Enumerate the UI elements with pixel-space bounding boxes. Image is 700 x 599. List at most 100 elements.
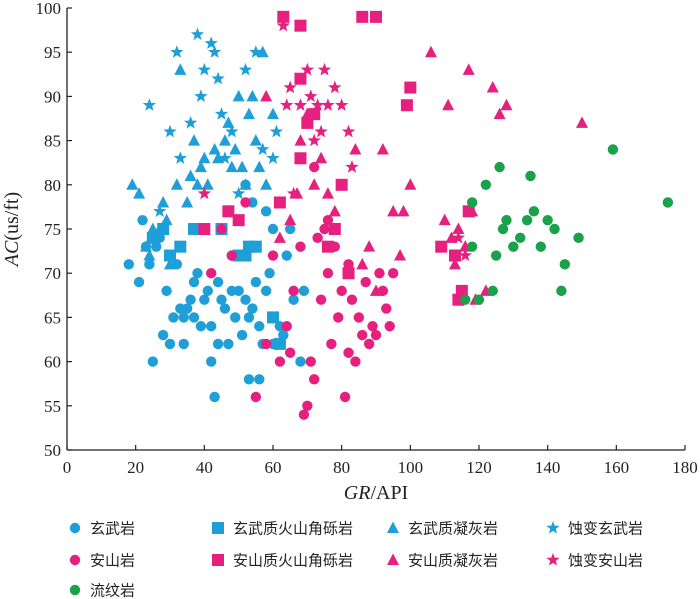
data-point [328, 204, 341, 217]
data-point [240, 197, 251, 208]
series-1 [123, 179, 310, 403]
data-point [238, 62, 253, 76]
data-point [219, 303, 231, 314]
data-point [294, 152, 307, 165]
data-point [384, 321, 395, 332]
data-point [250, 276, 262, 288]
data-point [333, 312, 344, 323]
data-point [192, 268, 203, 279]
data-point [216, 294, 227, 305]
data-point [266, 151, 280, 164]
legend-marker [387, 553, 399, 565]
data-point [304, 89, 318, 103]
data-point [301, 107, 314, 120]
legend-marker [546, 521, 560, 534]
data-point [208, 142, 221, 155]
data-point [222, 205, 235, 218]
axes: 0 20 40 60 80 100 120 140 160 180 50 55 60 65 70 75 80 85… [1, 0, 698, 504]
legend-marker [387, 521, 399, 533]
data-point [335, 178, 348, 191]
data-point [281, 321, 292, 332]
data-point [212, 276, 224, 288]
data-point [273, 196, 286, 209]
data-point [397, 204, 410, 217]
data-point [264, 268, 275, 279]
data-point [174, 63, 187, 75]
legend-item: 玄武质凝灰岩 [387, 520, 498, 538]
data-point [267, 250, 279, 261]
data-point [226, 250, 237, 261]
data-point [493, 107, 506, 120]
data-point [273, 337, 286, 350]
data-point [315, 151, 328, 164]
data-point [194, 89, 208, 103]
data-point [466, 204, 479, 217]
data-point [455, 284, 468, 297]
data-point [314, 124, 328, 138]
data-point [173, 151, 187, 164]
data-point [207, 45, 222, 58]
data-point [249, 134, 262, 146]
data-point [295, 241, 306, 252]
data-point [214, 107, 229, 120]
data-point [284, 347, 296, 358]
legend-label: 安山质火山角砾岩 [233, 552, 353, 570]
data-point [260, 338, 272, 350]
data-point [452, 222, 465, 234]
data-point [370, 284, 382, 296]
data-point [284, 223, 296, 235]
y-tick-label: 85 [44, 132, 61, 151]
data-point [267, 223, 279, 235]
data-point [254, 374, 265, 385]
data-point [448, 257, 461, 270]
data-point [243, 374, 255, 385]
legend-marker [212, 554, 224, 566]
y-tick-label: 100 [36, 0, 62, 18]
data-point [542, 214, 553, 226]
data-point [286, 186, 301, 200]
series-8 [197, 18, 472, 262]
legend-marker [546, 553, 560, 566]
data-point [387, 204, 400, 217]
legend-marker [69, 554, 81, 566]
data-point [341, 124, 356, 138]
data-point [133, 276, 145, 288]
data-point [178, 338, 189, 350]
legend-marker [212, 522, 224, 534]
data-point [123, 259, 134, 270]
data-point [164, 338, 176, 350]
data-point [283, 80, 297, 94]
x-tick-label: 140 [535, 458, 561, 477]
data-point [236, 329, 248, 341]
data-point [305, 356, 316, 367]
data-point [160, 213, 173, 226]
data-point [142, 98, 157, 111]
data-point [260, 89, 273, 102]
y-tick-label: 70 [44, 264, 61, 283]
legend-label: 流纹岩 [90, 582, 135, 599]
data-point [515, 232, 526, 244]
data-point [310, 98, 325, 111]
data-point [139, 240, 152, 252]
data-point [335, 98, 349, 111]
data-point [370, 10, 382, 23]
data-point [168, 312, 179, 323]
data-point [363, 338, 375, 350]
data-point [267, 311, 279, 324]
data-point [249, 240, 262, 253]
data-point [458, 248, 472, 262]
data-point [294, 19, 307, 32]
legend-label: 安山岩 [90, 552, 135, 570]
y-axis-label: AC(us/ft) [1, 192, 23, 268]
legend-label: 玄武质火山角砾岩 [233, 520, 353, 538]
data-point [225, 124, 239, 138]
data-point [233, 285, 244, 297]
data-point [339, 391, 351, 403]
data-point [497, 223, 509, 235]
data-point [188, 276, 200, 288]
x-tick-label: 0 [63, 458, 72, 477]
x-tick-label: 60 [265, 458, 282, 477]
data-point [486, 81, 499, 93]
x-tick-label: 40 [196, 458, 213, 477]
